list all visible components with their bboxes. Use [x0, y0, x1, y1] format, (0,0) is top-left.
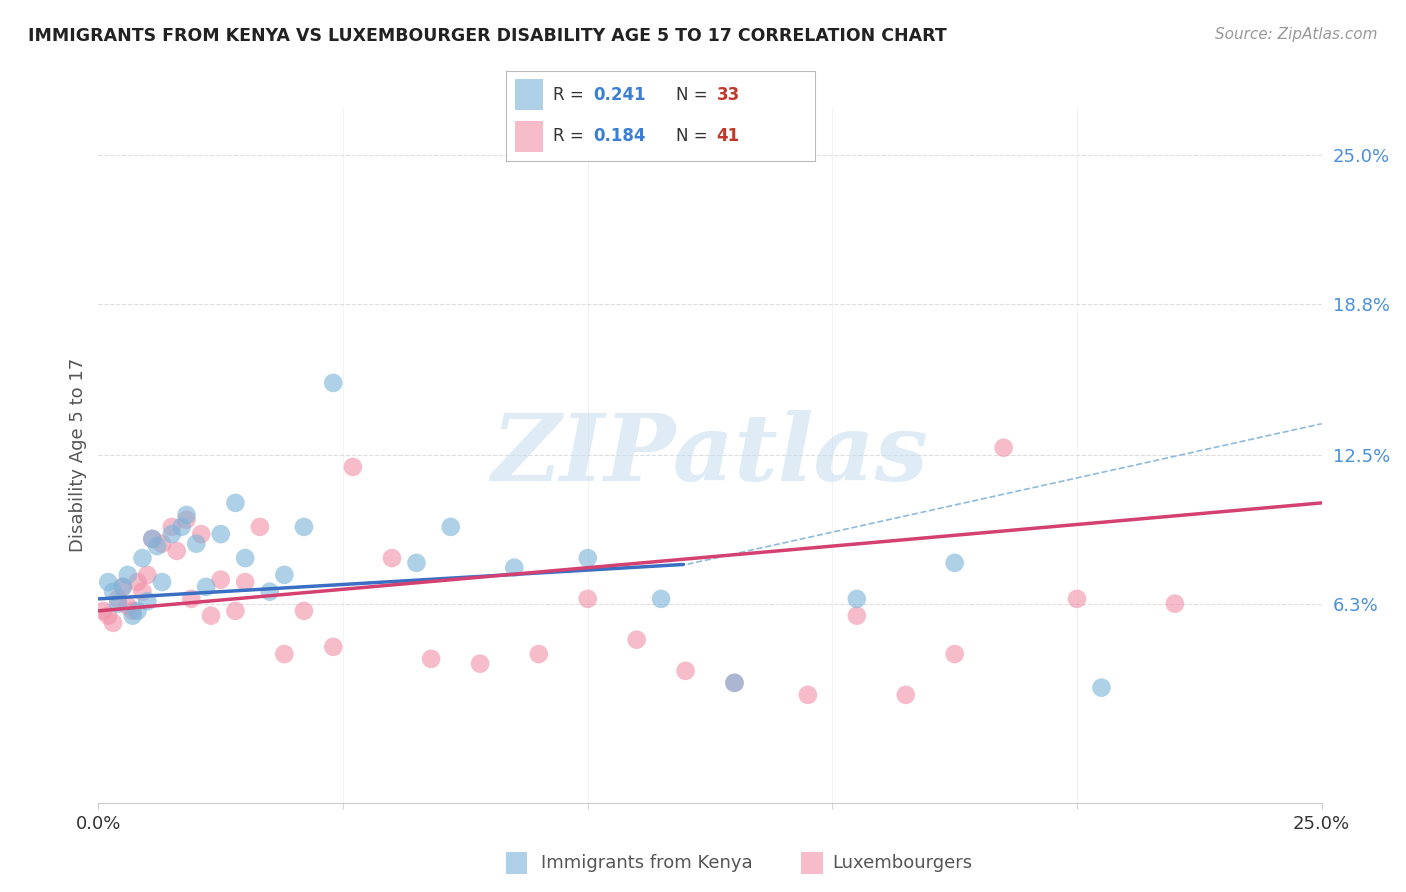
Point — [186, 537, 208, 551]
Point — [259, 584, 281, 599]
Text: N =: N = — [676, 86, 713, 103]
Point — [723, 676, 745, 690]
Point — [1090, 681, 1112, 695]
Point — [420, 652, 443, 666]
Point — [131, 551, 153, 566]
Point — [131, 584, 153, 599]
Point — [381, 551, 404, 566]
Text: N =: N = — [676, 128, 713, 145]
Point — [107, 591, 129, 606]
Point — [160, 520, 183, 534]
Point — [797, 688, 820, 702]
Text: ZIPatlas: ZIPatlas — [492, 410, 928, 500]
Text: Luxembourgers: Luxembourgers — [832, 855, 973, 872]
FancyBboxPatch shape — [801, 852, 823, 874]
Point — [233, 575, 256, 590]
Text: IMMIGRANTS FROM KENYA VS LUXEMBOURGER DISABILITY AGE 5 TO 17 CORRELATION CHART: IMMIGRANTS FROM KENYA VS LUXEMBOURGER DI… — [28, 27, 946, 45]
Point — [160, 527, 183, 541]
Point — [527, 647, 550, 661]
FancyBboxPatch shape — [516, 79, 543, 110]
Point — [322, 640, 344, 654]
Point — [1164, 597, 1187, 611]
Point — [97, 608, 120, 623]
Point — [200, 608, 222, 623]
Point — [845, 608, 868, 623]
Text: 41: 41 — [717, 128, 740, 145]
Point — [166, 544, 188, 558]
Point — [127, 575, 149, 590]
Point — [993, 441, 1015, 455]
Point — [176, 508, 198, 522]
Point — [190, 527, 212, 541]
Text: Source: ZipAtlas.com: Source: ZipAtlas.com — [1215, 27, 1378, 42]
Point — [127, 604, 149, 618]
Point — [233, 551, 256, 566]
Point — [650, 591, 672, 606]
Point — [723, 676, 745, 690]
Point — [292, 520, 315, 534]
Point — [117, 599, 139, 613]
Point — [894, 688, 917, 702]
Point — [121, 604, 143, 618]
Point — [176, 513, 198, 527]
Point — [107, 597, 129, 611]
Point — [675, 664, 697, 678]
Point — [292, 604, 315, 618]
Text: 0.241: 0.241 — [593, 86, 645, 103]
Point — [180, 591, 202, 606]
Text: 33: 33 — [717, 86, 740, 103]
Text: R =: R = — [553, 128, 589, 145]
Point — [101, 615, 124, 630]
Point — [150, 537, 173, 551]
Point — [322, 376, 344, 390]
FancyBboxPatch shape — [516, 121, 543, 152]
Point — [342, 459, 364, 474]
Point — [136, 567, 159, 582]
Point — [1066, 591, 1088, 606]
Point — [943, 647, 966, 661]
Y-axis label: Disability Age 5 to 17: Disability Age 5 to 17 — [69, 358, 87, 552]
Point — [576, 591, 599, 606]
Point — [503, 560, 526, 574]
Point — [117, 567, 139, 582]
Point — [209, 573, 232, 587]
FancyBboxPatch shape — [506, 852, 527, 874]
Point — [468, 657, 491, 671]
Point — [111, 580, 134, 594]
Point — [224, 604, 246, 618]
Point — [101, 584, 124, 599]
Point — [150, 575, 173, 590]
Point — [146, 539, 169, 553]
Point — [405, 556, 427, 570]
Point — [111, 580, 134, 594]
Point — [845, 591, 868, 606]
Point — [195, 580, 218, 594]
Point — [170, 520, 193, 534]
Point — [626, 632, 648, 647]
Point — [273, 567, 295, 582]
Text: 0.184: 0.184 — [593, 128, 645, 145]
Point — [576, 551, 599, 566]
Point — [121, 608, 143, 623]
Point — [91, 604, 114, 618]
Point — [141, 532, 163, 546]
Point — [273, 647, 295, 661]
Point — [224, 496, 246, 510]
Text: R =: R = — [553, 86, 589, 103]
Point — [209, 527, 232, 541]
Text: Immigrants from Kenya: Immigrants from Kenya — [541, 855, 754, 872]
Point — [943, 556, 966, 570]
Point — [440, 520, 463, 534]
Point — [141, 532, 163, 546]
Point — [136, 594, 159, 608]
Point — [249, 520, 271, 534]
Point — [97, 575, 120, 590]
